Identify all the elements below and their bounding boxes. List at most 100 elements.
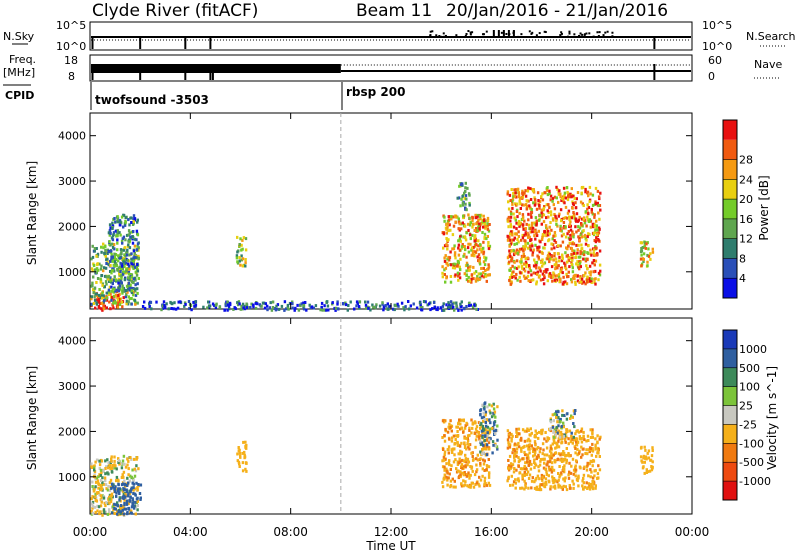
data-cell: [454, 256, 457, 260]
data-cell: [119, 267, 123, 271]
data-cell: [450, 429, 453, 433]
data-cell: [488, 447, 491, 451]
data-cell: [107, 508, 111, 512]
data-cell: [562, 226, 565, 230]
data-cell: [491, 451, 494, 455]
data-cell: [244, 248, 248, 252]
data-cell: [529, 467, 533, 471]
data-cell: [482, 419, 485, 423]
data-cell: [580, 243, 583, 247]
data-cell: [121, 267, 124, 271]
data-cell: [525, 222, 528, 226]
data-cell: [111, 464, 114, 467]
data-cell: [120, 276, 123, 280]
data-cell: [93, 488, 96, 492]
data-cell: [99, 267, 103, 271]
data-cell: [238, 256, 241, 260]
data-cell: [456, 259, 460, 263]
data-cell: [134, 469, 138, 473]
data-cell: [107, 275, 111, 279]
data-cell: [507, 468, 511, 472]
data-cell: [127, 270, 131, 274]
data-cell: [483, 483, 486, 486]
data-cell: [548, 454, 551, 458]
data-cell: [127, 264, 131, 268]
data-cell: [591, 449, 595, 453]
data-cell: [542, 466, 546, 470]
data-cell: [105, 291, 108, 295]
data-cell: [99, 468, 103, 472]
data-cell: [460, 484, 464, 488]
data-cell: [112, 301, 115, 305]
data-cell: [106, 512, 110, 516]
data-cell: [496, 447, 499, 451]
data-cell: [521, 457, 524, 461]
data-cell: [441, 419, 445, 423]
data-cell: [116, 298, 120, 302]
data-cell: [240, 243, 243, 247]
data-cell: [561, 253, 564, 257]
data-cell: [567, 442, 570, 446]
data-cell: [108, 464, 111, 467]
data-cell: [120, 300, 124, 304]
data-cell: [132, 281, 135, 285]
data-cell: [471, 455, 474, 458]
data-cell: [95, 301, 98, 305]
data-cell: [533, 480, 536, 484]
data-cell: [117, 510, 120, 514]
data-cell: [508, 249, 511, 253]
data-cell: [550, 213, 553, 217]
data-cell: [519, 446, 523, 450]
data-cell: [574, 282, 577, 286]
data-cell: [475, 430, 479, 433]
data-cell: [454, 220, 457, 224]
data-cell: [510, 238, 514, 242]
data-cell: [564, 251, 567, 255]
data-cell: [94, 485, 97, 489]
data-cell: [578, 449, 581, 453]
data-cell: [530, 431, 533, 435]
data-cell: [485, 443, 489, 447]
data-cell: [448, 256, 452, 260]
data-cell: [584, 259, 588, 263]
data-cell: [554, 478, 557, 482]
data-cell: [107, 231, 111, 235]
data-cell: [535, 282, 538, 286]
data-cell: [482, 252, 485, 256]
colorbar-tick-label: 12: [739, 233, 753, 246]
data-cell: [127, 239, 130, 243]
data-cell: [590, 460, 594, 464]
data-cell: [439, 306, 442, 310]
data-cell: [473, 271, 476, 275]
data-cell: [549, 429, 553, 433]
data-cell: [456, 196, 459, 200]
data-cell: [573, 412, 576, 416]
data-cell: [92, 264, 96, 267]
data-cell: [478, 256, 481, 260]
data-cell: [587, 448, 590, 452]
data-cell: [581, 447, 584, 451]
power-colorbar-label: Power [dB]: [757, 175, 771, 240]
data-cell: [111, 234, 115, 238]
data-cell: [109, 500, 113, 504]
data-cell: [593, 253, 597, 257]
data-cell: [539, 458, 543, 461]
data-cell: [111, 511, 114, 515]
data-cell: [135, 481, 138, 485]
data-cell: [646, 451, 649, 455]
data-cell: [123, 462, 126, 466]
data-cell: [133, 287, 137, 291]
data-cell: [447, 451, 450, 455]
data-cell: [585, 481, 588, 485]
data-cell: [571, 270, 575, 274]
data-cell: [586, 275, 589, 279]
data-cell: [484, 421, 487, 424]
data-cell: [116, 215, 119, 219]
data-cell: [484, 226, 487, 230]
data-cell: [490, 404, 494, 408]
data-cell: [516, 434, 519, 438]
nsky-frame: [89, 21, 693, 51]
data-cell: [543, 276, 546, 280]
data-cell: [556, 420, 559, 424]
data-cell: [132, 217, 135, 221]
